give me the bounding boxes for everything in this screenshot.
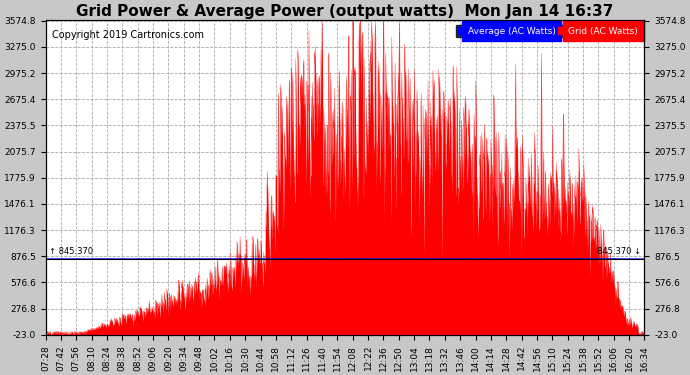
Legend: Average (AC Watts), Grid (AC Watts): Average (AC Watts), Grid (AC Watts) xyxy=(456,25,640,38)
Text: 845.370 ↓: 845.370 ↓ xyxy=(597,246,641,255)
Text: Copyright 2019 Cartronics.com: Copyright 2019 Cartronics.com xyxy=(52,30,204,40)
Text: ↑ 845.370: ↑ 845.370 xyxy=(49,246,93,255)
Title: Grid Power & Average Power (output watts)  Mon Jan 14 16:37: Grid Power & Average Power (output watts… xyxy=(77,4,613,19)
